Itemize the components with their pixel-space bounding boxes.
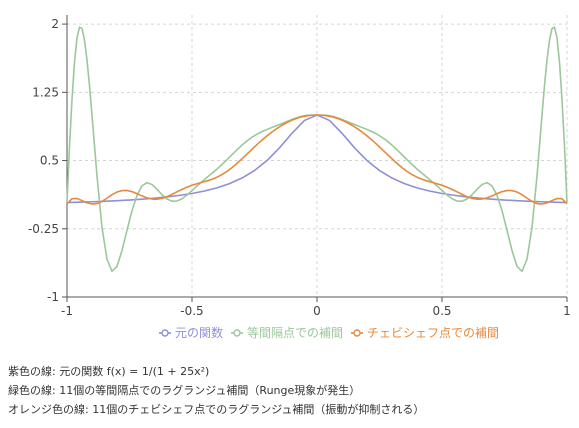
y-tick-label: 0.5: [40, 154, 59, 168]
y-tick-label: -0.25: [28, 222, 59, 236]
interpolation-chart: -1 -0.5 0 0.5 1 -1 -0.25 0.5 1.25 2 元の関数 等間隔点での補間 チ…: [28, 15, 571, 340]
legend-label-equispaced-interp: 等間隔点での補間: [247, 326, 343, 340]
grid-lines: [67, 15, 568, 297]
x-tick-label: -1: [61, 304, 73, 318]
y-tick-label: -1: [47, 290, 59, 304]
caption-orange: オレンジ色の線: 11個のチェビシェフ点でのラグランジュ補間（振動が抑制される）: [8, 403, 425, 416]
chart-container: -1 -0.5 0 0.5 1 -1 -0.25 0.5 1.25 2 元の関数 等間隔点での補間 チ…: [28, 15, 571, 340]
legend-marker-chebyshev-interp: [353, 329, 361, 337]
caption-purple: 紫色の線: 元の関数 f(x) = 1/(1 + 25x²): [8, 365, 210, 378]
x-tick-label: 0: [313, 304, 321, 318]
legend-label-original-function: 元の関数: [175, 325, 223, 340]
tick-labels: -1 -0.5 0 0.5 1 -1 -0.25 0.5 1.25 2: [28, 17, 571, 318]
x-tick-label: 0.5: [432, 304, 451, 318]
axes: [62, 15, 568, 302]
series-line-chebyshev-interp: [66, 114, 568, 205]
legend-marker-original-function: [161, 329, 169, 337]
x-tick-label: -0.5: [180, 304, 203, 318]
caption-green: 緑色の線: 11個の等間隔点でのラグランジュ補間（Runge現象が発生）: [8, 384, 361, 397]
legend: 元の関数 等間隔点での補間 チェビシェフ点での補間: [159, 325, 499, 340]
y-tick-label: 1.25: [32, 85, 59, 99]
caption-block: 紫色の線: 元の関数 f(x) = 1/(1 + 25x²) 緑色の線: 11個…: [8, 362, 424, 419]
y-tick-label: 2: [51, 17, 59, 31]
legend-marker-equispaced-interp: [233, 329, 241, 337]
series-lines: [66, 26, 568, 273]
x-tick-label: 1: [563, 304, 571, 318]
legend-label-chebyshev-interp: チェビシェフ点での補間: [367, 326, 499, 340]
